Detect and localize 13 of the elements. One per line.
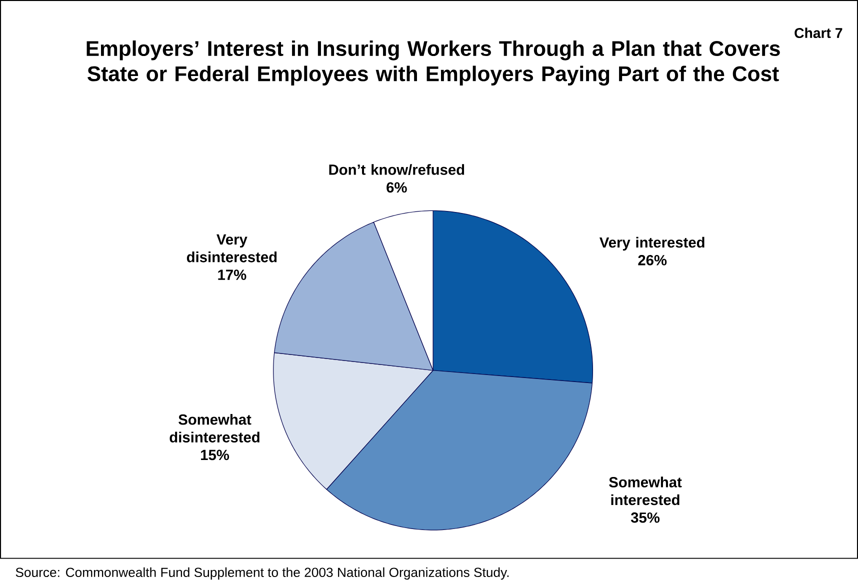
slice-label: Very interested	[600, 236, 704, 251]
data-label: 35%	[630, 512, 660, 523]
caption: Chart 7	[794, 28, 842, 38]
slice-label: Somewhat interested	[609, 476, 682, 506]
data-label: 6%	[386, 182, 407, 193]
data-label: 15%	[201, 450, 230, 460]
slice-label: Very disinterested	[186, 234, 277, 262]
slice-label: Somewhat disinterested	[170, 414, 260, 442]
chart-title: Employers’ Interest in Insuring Workers Through a Plan that Covers State or Federal Employees with Employers Paying Part of the Cost	[86, 40, 780, 86]
slice-label: Don’t know/refused	[329, 164, 464, 176]
data-label: 17%	[218, 270, 246, 280]
source-note: Source: Commonwealth Fund Supplement to the 2003 National Organizations Study.	[16, 567, 509, 580]
data-label: 26%	[638, 254, 667, 266]
